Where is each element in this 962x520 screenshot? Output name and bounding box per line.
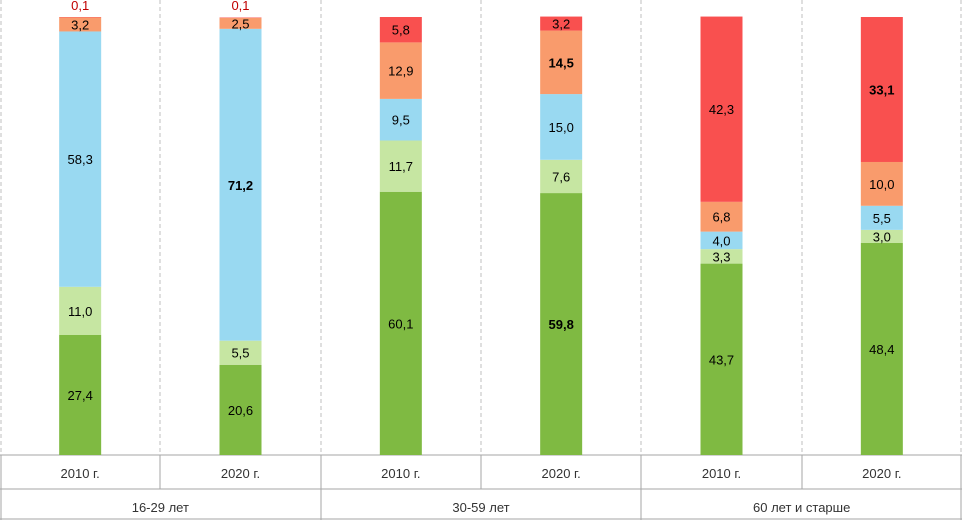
data-label: 14,5 — [549, 55, 574, 70]
bar-segment — [700, 263, 743, 455]
bar-segment — [700, 249, 743, 264]
data-label: 11,7 — [389, 159, 413, 174]
data-label: 59,8 — [549, 317, 574, 332]
data-label: 3,0 — [873, 229, 891, 244]
data-label: 4,0 — [712, 233, 730, 248]
data-label: 7,6 — [552, 169, 570, 184]
bar-segment — [59, 286, 102, 335]
data-label: 42,3 — [709, 102, 734, 117]
category-label: 2020 г. — [221, 466, 260, 481]
bar-segment — [860, 17, 903, 162]
data-label: 48,4 — [869, 342, 894, 357]
bar-segment — [59, 334, 102, 455]
data-label: 27,4 — [68, 388, 93, 403]
bar-segment — [219, 340, 262, 365]
data-label: 11,0 — [68, 304, 92, 319]
data-label: 58,3 — [68, 152, 93, 167]
category-label: 2010 г. — [381, 466, 420, 481]
group-label: 60 лет и старше — [753, 500, 850, 515]
data-label: 43,7 — [709, 352, 734, 367]
bar-segment — [379, 191, 422, 455]
bar-segment — [379, 98, 422, 141]
bar-segment — [59, 31, 102, 287]
bar-segment — [860, 243, 903, 455]
data-label: 71,2 — [228, 178, 253, 193]
data-label: 60,1 — [388, 316, 413, 331]
data-label: 0,1 — [71, 0, 89, 13]
data-label: 6,8 — [712, 210, 730, 225]
bar-segment — [860, 161, 903, 206]
bar-segment — [379, 17, 422, 43]
bar-segment — [219, 17, 262, 29]
data-label: 3,2 — [71, 17, 89, 32]
data-label: 5,5 — [873, 211, 891, 226]
bar-segment — [379, 42, 422, 99]
bar-segment — [860, 229, 903, 244]
bar-segment — [219, 364, 262, 455]
category-label: 2010 г. — [702, 466, 741, 481]
data-label: 9,5 — [392, 113, 410, 128]
bar-segment — [59, 17, 102, 32]
group-label: 16-29 лет — [132, 500, 189, 515]
bar-segment — [700, 231, 743, 250]
bar-segment — [540, 193, 583, 456]
category-label: 2010 г. — [61, 466, 100, 481]
bar-segment — [700, 201, 743, 232]
bar-segment — [219, 28, 262, 341]
data-label: 15,0 — [549, 120, 574, 135]
data-label: 3,2 — [552, 17, 570, 32]
data-label: 5,5 — [231, 346, 249, 361]
bar-segment — [379, 140, 422, 192]
data-label: 5,8 — [392, 23, 410, 38]
group-label: 30-59 лет — [452, 500, 509, 515]
bar-segment — [540, 94, 583, 160]
data-label: 12,9 — [388, 64, 413, 79]
bar-segment — [540, 16, 583, 31]
bar-segment — [540, 159, 583, 194]
data-label: 0,1 — [231, 0, 249, 13]
bar-segment — [700, 16, 743, 202]
data-label: 20,6 — [228, 403, 253, 418]
data-label: 2,5 — [231, 16, 249, 31]
category-label: 2020 г. — [862, 466, 901, 481]
bar-segment — [540, 30, 583, 95]
bar-segment — [860, 205, 903, 230]
category-label: 2020 г. — [542, 466, 581, 481]
data-label: 33,1 — [869, 82, 894, 97]
data-label: 3,3 — [712, 249, 730, 264]
data-label: 10,0 — [869, 177, 894, 192]
